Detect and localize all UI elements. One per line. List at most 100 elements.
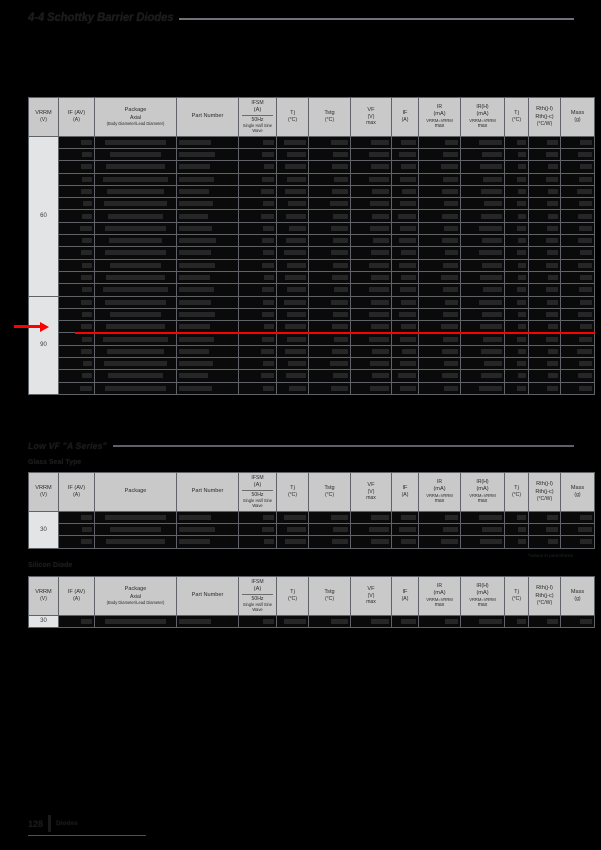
table-cell[interactable] xyxy=(308,344,351,359)
table-cell[interactable] xyxy=(308,535,351,549)
table-cell[interactable] xyxy=(238,332,277,346)
table-cell[interactable] xyxy=(460,510,505,524)
table-cell[interactable] xyxy=(391,522,419,537)
table-cell[interactable] xyxy=(350,258,392,272)
table-cell[interactable] xyxy=(391,184,419,199)
table-cell[interactable] xyxy=(504,535,529,549)
table-cell[interactable] xyxy=(308,234,351,248)
table-cell[interactable] xyxy=(176,197,239,211)
table-row[interactable] xyxy=(29,209,595,223)
table-cell[interactable] xyxy=(528,160,561,174)
table-cell[interactable] xyxy=(391,172,419,186)
table-cell[interactable] xyxy=(504,221,529,236)
table-cell[interactable] xyxy=(58,332,95,346)
table-cell[interactable] xyxy=(528,344,561,359)
table-cell[interactable] xyxy=(350,270,392,285)
table-cell[interactable] xyxy=(58,221,95,236)
table-cell[interactable] xyxy=(308,295,351,309)
table-row[interactable] xyxy=(29,356,595,371)
table-row[interactable] xyxy=(29,381,595,395)
table-cell[interactable] xyxy=(418,221,461,236)
table-cell[interactable] xyxy=(176,535,239,549)
table-cell[interactable] xyxy=(176,332,239,346)
table-cell[interactable] xyxy=(460,135,505,149)
table-cell[interactable] xyxy=(460,369,505,383)
table-cell[interactable] xyxy=(58,147,95,162)
table-row[interactable] xyxy=(29,522,595,537)
table-cell[interactable] xyxy=(94,307,177,322)
table-cell[interactable] xyxy=(350,295,392,309)
table-cell[interactable] xyxy=(276,283,309,297)
table-cell[interactable] xyxy=(176,614,239,628)
table-cell[interactable] xyxy=(418,172,461,186)
table-cell[interactable] xyxy=(58,381,95,395)
table-cell[interactable] xyxy=(418,535,461,549)
table-cell[interactable] xyxy=(276,258,309,272)
table-cell[interactable] xyxy=(350,160,392,174)
table-cell[interactable] xyxy=(528,234,561,248)
table-cell[interactable] xyxy=(528,209,561,223)
table-cell[interactable] xyxy=(504,135,529,149)
table-cell[interactable] xyxy=(58,209,95,223)
table-cell[interactable] xyxy=(308,510,351,524)
table-cell[interactable] xyxy=(176,356,239,371)
table-cell[interactable] xyxy=(418,283,461,297)
table-cell[interactable] xyxy=(308,369,351,383)
table-cell[interactable] xyxy=(94,172,177,186)
table-cell[interactable] xyxy=(391,369,419,383)
table-cell[interactable] xyxy=(391,135,419,149)
table-cell[interactable] xyxy=(560,307,595,322)
table-cell[interactable] xyxy=(504,344,529,359)
table-cell[interactable] xyxy=(176,369,239,383)
table-cell[interactable] xyxy=(58,356,95,371)
table-cell[interactable] xyxy=(504,295,529,309)
table-cell[interactable] xyxy=(238,221,277,236)
table-cell[interactable] xyxy=(276,234,309,248)
table-cell[interactable] xyxy=(276,356,309,371)
table-cell[interactable] xyxy=(560,510,595,524)
table-cell[interactable] xyxy=(418,307,461,322)
table-cell[interactable] xyxy=(58,160,95,174)
table-cell[interactable] xyxy=(238,147,277,162)
table-cell[interactable] xyxy=(504,147,529,162)
table-cell[interactable] xyxy=(58,369,95,383)
table-cell[interactable] xyxy=(528,295,561,309)
table-cell[interactable] xyxy=(308,147,351,162)
table-cell[interactable] xyxy=(58,344,95,359)
table-cell[interactable] xyxy=(528,147,561,162)
table-cell[interactable] xyxy=(94,369,177,383)
table-cell[interactable] xyxy=(460,172,505,186)
table-cell[interactable] xyxy=(418,614,461,628)
table-row[interactable]: 60 xyxy=(28,135,595,297)
table-cell[interactable] xyxy=(308,356,351,371)
table-cell[interactable] xyxy=(308,270,351,285)
table-cell[interactable] xyxy=(238,307,277,322)
table-cell[interactable] xyxy=(560,160,595,174)
table-cell[interactable] xyxy=(391,246,419,260)
table-cell[interactable] xyxy=(560,197,595,211)
table-cell[interactable] xyxy=(238,184,277,199)
table-cell[interactable] xyxy=(418,160,461,174)
table-cell[interactable] xyxy=(528,172,561,186)
table-cell[interactable] xyxy=(176,270,239,285)
table-cell[interactable] xyxy=(418,197,461,211)
table-cell[interactable] xyxy=(308,320,351,334)
table-cell[interactable] xyxy=(276,320,309,334)
table-cell[interactable] xyxy=(528,510,561,524)
table-cell[interactable] xyxy=(350,283,392,297)
table-cell[interactable] xyxy=(308,160,351,174)
table-cell[interactable] xyxy=(238,160,277,174)
table-cell[interactable] xyxy=(418,184,461,199)
table-cell[interactable] xyxy=(276,369,309,383)
table-cell[interactable] xyxy=(460,197,505,211)
table-cell[interactable] xyxy=(560,332,595,346)
table-cell[interactable] xyxy=(58,535,95,549)
table-cell[interactable] xyxy=(94,320,177,334)
table-cell[interactable] xyxy=(276,381,309,395)
table-cell[interactable] xyxy=(308,172,351,186)
table-cell[interactable] xyxy=(528,135,561,149)
table-row[interactable] xyxy=(29,234,595,248)
table-cell[interactable] xyxy=(94,332,177,346)
table-cell[interactable] xyxy=(58,197,95,211)
table-cell[interactable] xyxy=(391,320,419,334)
